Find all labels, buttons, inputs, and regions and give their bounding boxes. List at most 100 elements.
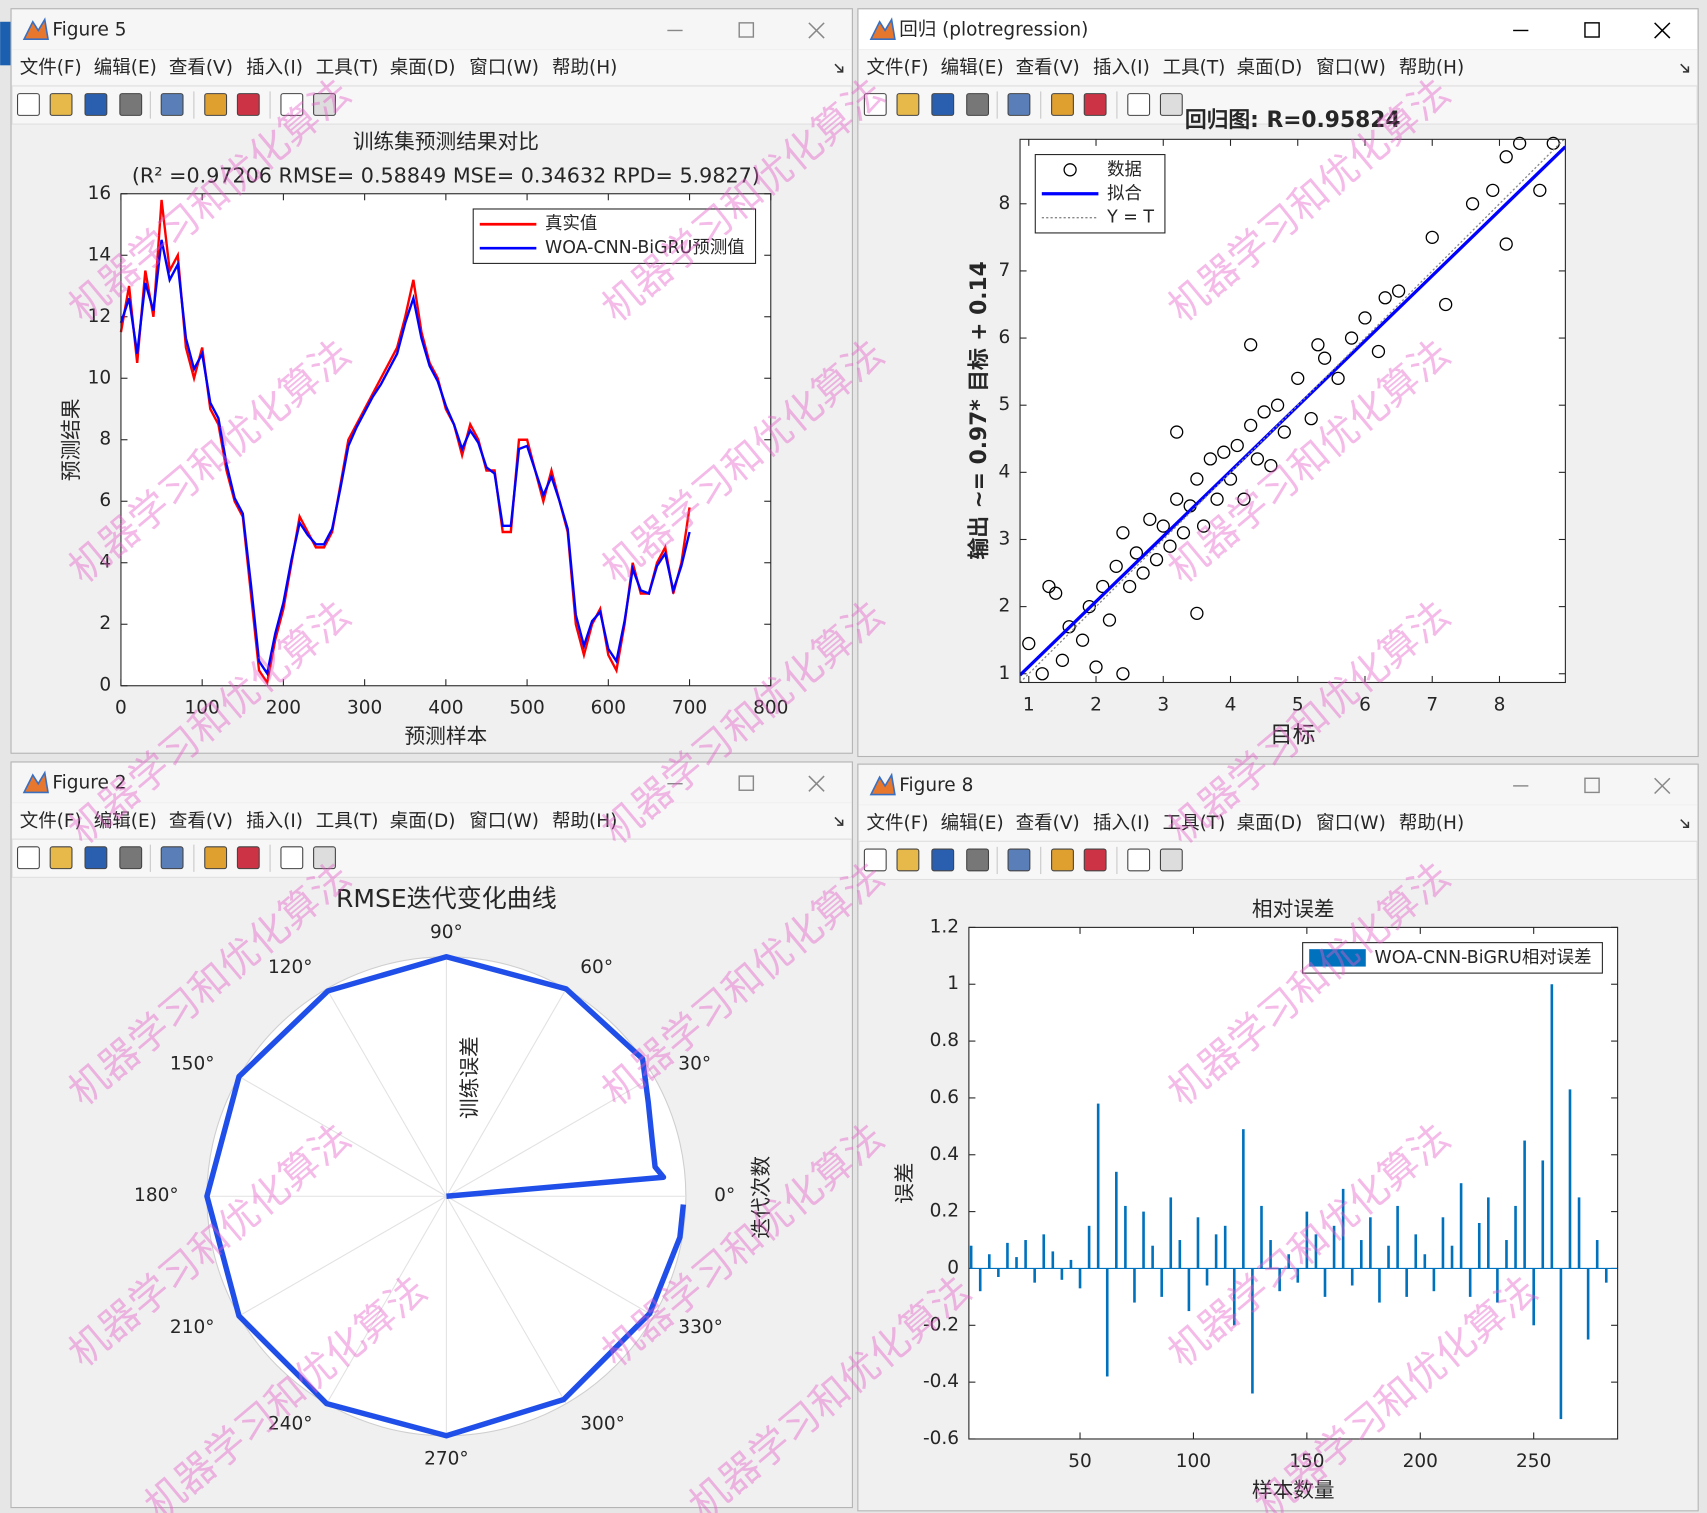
legend-swatch [1309, 949, 1366, 967]
toolbar-button[interactable] [160, 846, 184, 870]
toolbar-button[interactable] [1083, 848, 1107, 872]
menu-item[interactable]: 桌面(D) [1237, 58, 1303, 79]
toolbar-button[interactable] [966, 93, 990, 116]
menu-bar [858, 50, 1698, 85]
axes-border [1019, 138, 1566, 684]
menu-item[interactable]: 插入(I) [1093, 813, 1150, 834]
toolbar-button[interactable] [863, 93, 887, 116]
toolbar-button[interactable] [1007, 848, 1031, 872]
menu-item[interactable]: 桌面(D) [390, 811, 456, 832]
menu-item[interactable]: 桌面(D) [390, 58, 456, 79]
menu-item[interactable]: 编辑(E) [94, 811, 157, 832]
data-point [1318, 351, 1332, 365]
menu-item[interactable]: 编辑(E) [94, 58, 157, 79]
toolbar-button[interactable] [204, 93, 228, 116]
toolbar-button[interactable] [119, 846, 143, 870]
dock-arrow[interactable] [1680, 63, 1690, 73]
menu-item[interactable]: 工具(T) [1163, 58, 1226, 79]
data-point [1082, 599, 1096, 614]
toolbar-button[interactable] [1051, 848, 1074, 872]
toolbar-button[interactable] [313, 93, 336, 116]
menu-item[interactable]: 文件(F) [20, 58, 82, 79]
toolbar-button[interactable] [1159, 93, 1183, 116]
dock-arrow[interactable] [834, 816, 844, 826]
close-button[interactable] [1654, 22, 1671, 39]
window-title: Figure 5 [52, 19, 126, 40]
close-button[interactable] [1654, 777, 1671, 795]
data-point [1499, 237, 1513, 251]
toolbar-button[interactable] [204, 846, 228, 870]
maximize-button[interactable] [738, 775, 755, 791]
maximize-button[interactable] [1584, 22, 1600, 38]
toolbar-button[interactable] [313, 846, 336, 870]
toolbar-button[interactable] [49, 846, 73, 870]
menu-item[interactable]: 帮助(H) [1399, 813, 1464, 834]
data-point [1102, 613, 1117, 627]
menu-item[interactable]: 工具(T) [316, 811, 379, 832]
close-button[interactable] [808, 775, 825, 792]
toolbar-button[interactable] [896, 93, 920, 116]
menu-item[interactable]: 文件(F) [867, 813, 929, 834]
toolbar-button[interactable] [1083, 93, 1107, 116]
toolbar-button[interactable] [1007, 93, 1031, 116]
toolbar-button[interactable] [280, 846, 304, 870]
menu-item[interactable]: 插入(I) [246, 811, 303, 832]
toolbar-button[interactable] [931, 848, 955, 872]
toolbar-button[interactable] [236, 93, 260, 116]
menu-item[interactable]: 窗口(W) [1316, 813, 1386, 834]
toolbar-button[interactable] [1127, 93, 1151, 116]
menu-item[interactable]: 插入(I) [246, 58, 303, 79]
toolbar-button[interactable] [49, 93, 73, 116]
theta-tick-label: 60° [580, 957, 613, 978]
menu-item[interactable]: 工具(T) [316, 58, 379, 79]
toolbar-button[interactable] [84, 93, 108, 116]
menu-item[interactable]: 帮助(H) [552, 811, 617, 832]
toolbar-button[interactable] [16, 93, 40, 116]
toolbar-button[interactable] [16, 846, 40, 870]
menu-item[interactable]: 文件(F) [20, 811, 82, 832]
toolbar [11, 85, 852, 125]
toolbar-button[interactable] [236, 846, 260, 870]
grid-spoke [326, 988, 447, 1197]
menu-item[interactable]: 文件(F) [867, 58, 929, 79]
menu-item[interactable]: 查看(V) [1016, 58, 1080, 79]
menu-item[interactable]: 编辑(E) [941, 813, 1004, 834]
close-button[interactable] [808, 22, 825, 39]
toolbar-button[interactable] [280, 93, 304, 116]
toolbar-button[interactable] [1051, 93, 1074, 116]
menu-item[interactable]: 窗口(W) [1316, 58, 1386, 79]
legend-label: Y = T [1106, 208, 1154, 228]
y-tick-label: 0 [947, 1257, 959, 1278]
menu-item[interactable]: 帮助(H) [1399, 58, 1464, 79]
toolbar-button[interactable] [1159, 848, 1183, 872]
data-point [1049, 586, 1063, 600]
menu-item[interactable]: 工具(T) [1163, 813, 1226, 834]
toolbar-button[interactable] [84, 846, 108, 870]
menu-item[interactable]: 查看(V) [169, 58, 233, 79]
menu-item[interactable]: 查看(V) [169, 811, 233, 832]
bar [1305, 1211, 1309, 1269]
dock-arrow[interactable] [834, 63, 844, 73]
menu-item[interactable]: 窗口(W) [469, 58, 539, 79]
x-tick-label: 3 [1157, 694, 1169, 715]
dock-arrow[interactable] [1680, 819, 1690, 829]
menu-item[interactable]: 插入(I) [1093, 58, 1150, 79]
toolbar-button[interactable] [119, 93, 143, 116]
toolbar-button[interactable] [1127, 848, 1151, 872]
toolbar-button[interactable] [160, 93, 184, 116]
maximize-button[interactable] [738, 22, 755, 38]
data-point [1035, 667, 1049, 681]
toolbar-button[interactable] [896, 848, 920, 872]
legend-label: WOA-CNN-BiGRU相对误差 [1374, 948, 1591, 968]
bar [1087, 1225, 1091, 1269]
toolbar-button[interactable] [863, 848, 887, 872]
menu-item[interactable]: 桌面(D) [1237, 813, 1303, 834]
menu-item[interactable]: 窗口(W) [469, 811, 539, 832]
toolbar-button[interactable] [931, 93, 955, 116]
maximize-button[interactable] [1584, 777, 1600, 794]
menu-item[interactable]: 帮助(H) [552, 58, 617, 79]
menu-item[interactable]: 查看(V) [1016, 813, 1080, 834]
menu-item[interactable]: 编辑(E) [941, 58, 1004, 79]
toolbar-button[interactable] [966, 848, 990, 872]
bar [987, 1254, 991, 1269]
